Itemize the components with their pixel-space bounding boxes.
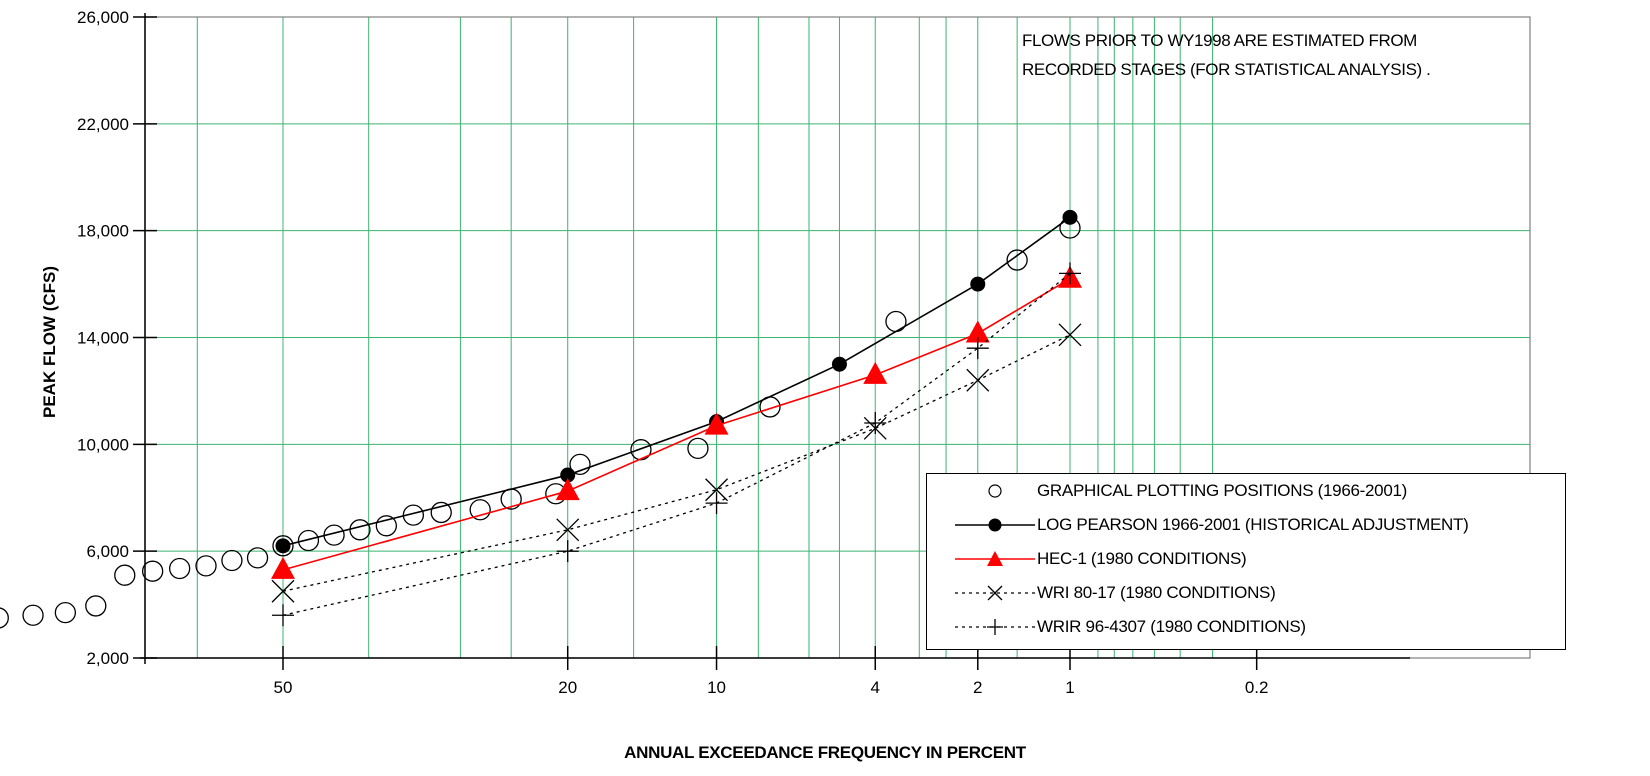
open-circle-point [630,439,652,461]
legend-label: WRIR 96-4307 (1980 CONDITIONS) [1037,617,1306,636]
x-point [556,518,580,542]
x-point [705,478,729,502]
open-circle-point [885,310,907,333]
x-tick-label: 4 [871,678,880,697]
open-circle-point [430,501,452,524]
data-series [0,209,1082,629]
x-tick-label: 0.2 [1245,678,1269,697]
open-circle-point [114,564,136,586]
triangle-point [271,556,295,579]
open-circle-point [349,519,371,541]
y-tick-label: 2,000 [86,649,129,668]
x-tick-label: 2 [973,678,982,697]
triangle-point [965,320,990,343]
open-circle-point [169,557,191,580]
legend-item-wrir-96-4307: WRIR 96-4307 (1980 CONDITIONS) [927,610,1565,644]
open-circle-point [0,607,9,629]
open-circle-point [272,535,294,557]
open-circle-point [375,515,397,537]
filled-circle-point [1062,209,1078,225]
y-tick-label: 18,000 [77,222,129,241]
open-circle-point [687,437,709,459]
legend-red-triangle-line-icon [955,551,1035,566]
legend-filled-circle-line-icon [955,518,1035,532]
open-circle-point [141,560,164,582]
x-tick-label: 10 [707,678,726,697]
legend-open-circle-icon [988,484,1002,498]
filled-circle-point [560,467,576,483]
plus-point [272,604,294,627]
open-circle-point [1006,249,1028,271]
legend-x-dotted-icon [955,585,1035,601]
legend-plus-dotted-icon [955,619,1035,635]
series-line [282,278,1071,571]
x-tick-label: 1 [1065,678,1074,697]
open-circle-point [22,604,44,626]
open-circle-point [569,453,591,476]
triangle-point [704,412,729,435]
plus-point [1059,262,1081,285]
x-point [966,368,990,392]
annotation-line-2: RECORDED STAGES (FOR STATISTICAL ANALYSI… [1022,60,1431,79]
annotation: FLOWS PRIOR TO WY1998 ARE ESTIMATED FROM… [1022,26,1431,84]
filled-circle-point [831,356,847,372]
open-circle-point [246,547,269,569]
plus-point [705,492,728,515]
y-tick-label: 6,000 [86,542,129,561]
open-circle-point [54,601,77,624]
annotation-line-1: FLOWS PRIOR TO WY1998 ARE ESTIMATED FROM [1022,31,1417,50]
plus-point [556,540,579,563]
legend-label: WRI 80-17 (1980 CONDITIONS) [1037,583,1276,602]
y-axis-label: PEAK FLOW (CFS) [40,265,59,418]
y-tick-label: 26,000 [77,8,129,27]
legend-item-hec1: HEC-1 (1980 CONDITIONS) [927,542,1565,576]
plus-point [966,337,989,360]
x-tick-label: 50 [274,678,293,697]
x-tick-label: 20 [558,678,577,697]
series-line [282,272,1071,616]
plus-point [864,411,887,434]
triangle-point [863,361,888,384]
legend-label: GRAPHICAL PLOTTING POSITIONS (1966-2001) [1037,481,1407,500]
x-point [271,579,295,603]
y-tick-label: 14,000 [77,329,129,348]
legend: GRAPHICAL PLOTTING POSITIONS (1966-2001)… [926,473,1566,650]
legend-item-plotting-positions: GRAPHICAL PLOTTING POSITIONS (1966-2001) [927,474,1565,508]
filled-circle-point [970,276,986,292]
open-circle-point [221,549,243,572]
open-circle-point [469,499,491,521]
open-circle-point [85,595,107,617]
open-circle-point [297,529,320,552]
axes [140,13,1410,664]
open-circle-point [195,555,217,577]
triangle-point [555,478,580,501]
series-line [282,216,1071,547]
filled-circle-point [275,538,291,554]
legend-item-wri-80-17: WRI 80-17 (1980 CONDITIONS) [927,576,1565,610]
legend-item-log-pearson: LOG PEARSON 1966-2001 (HISTORICAL ADJUST… [927,508,1565,542]
legend-label: HEC-1 (1980 CONDITIONS) [1037,549,1247,568]
x-axis-label: ANNUAL EXCEEDANCE FREQUENCY IN PERCENT [624,743,1026,762]
y-tick-label: 22,000 [77,115,129,134]
y-axis-label-wrap: PEAK FLOW (CFS) [8,180,59,420]
x-point [1058,323,1082,347]
legend-label: LOG PEARSON 1966-2001 (HISTORICAL ADJUST… [1037,515,1469,534]
tick-labels: 2,000 6,000 10,000 14,000 18,000 22,000 26,000… [77,8,1268,697]
y-tick-label: 10,000 [77,435,129,454]
